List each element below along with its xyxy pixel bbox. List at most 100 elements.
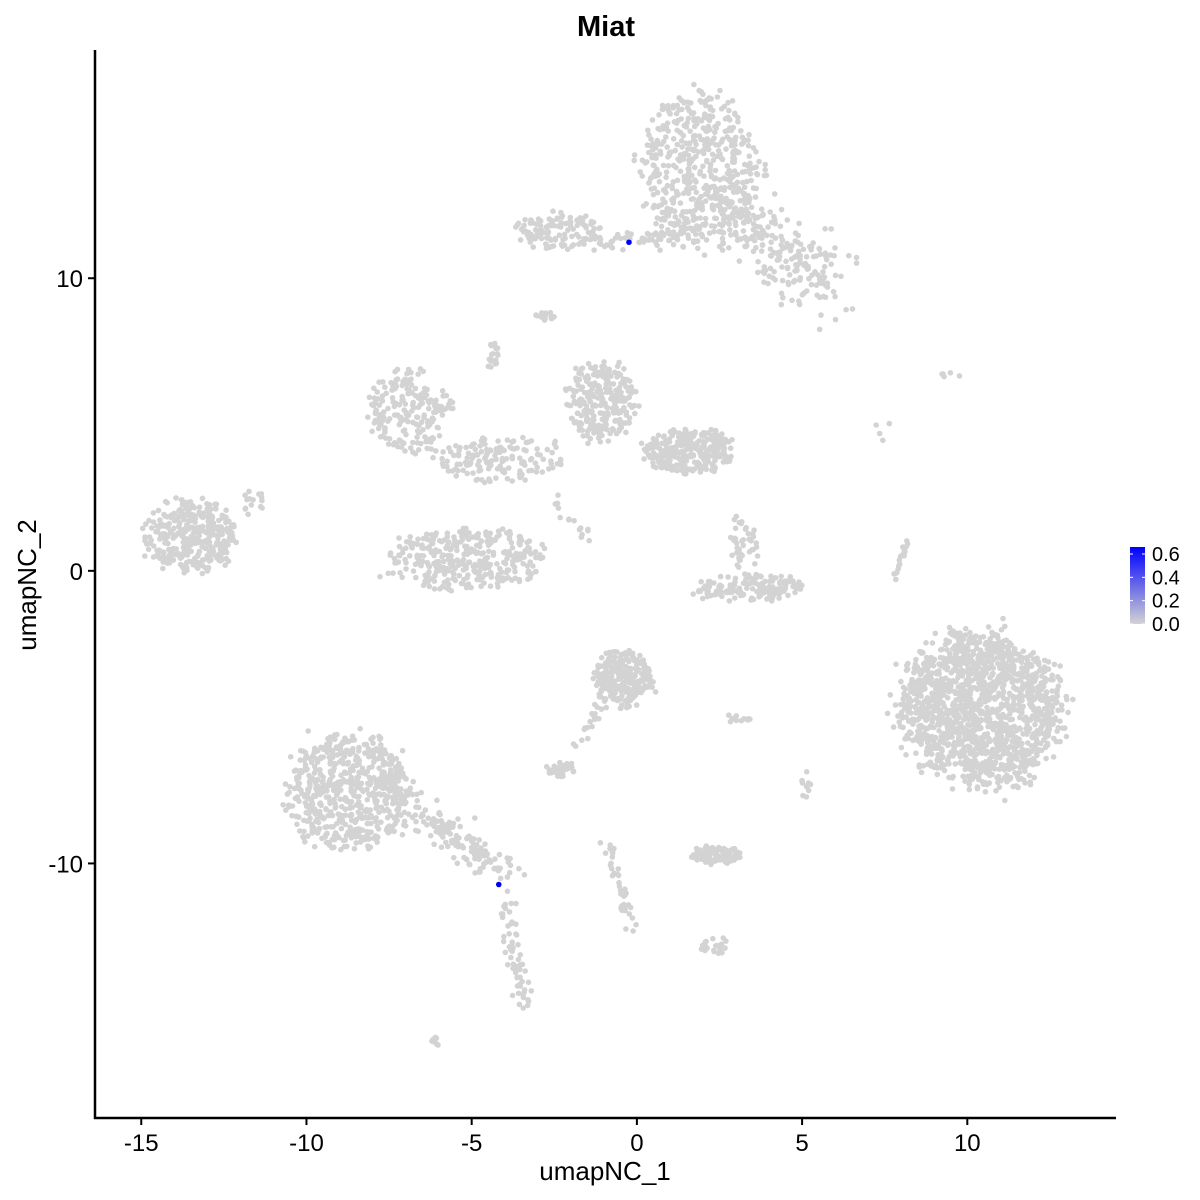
cell-point — [460, 467, 467, 474]
cell-point — [231, 523, 237, 530]
cell-point — [610, 694, 616, 701]
cell-point — [701, 252, 708, 258]
cell-point — [648, 136, 654, 142]
cell-point — [576, 234, 582, 240]
cell-point — [1009, 764, 1015, 770]
cell-point — [929, 640, 936, 646]
cell-point — [992, 760, 998, 767]
cell-point — [989, 750, 995, 756]
cell-point — [526, 468, 532, 474]
cell-point — [155, 507, 162, 514]
cell-point — [740, 228, 747, 234]
cell-point — [178, 497, 185, 503]
cell-point — [937, 661, 943, 668]
cell-point — [922, 686, 928, 692]
cell-point — [1031, 774, 1037, 781]
cell-point — [591, 413, 597, 419]
cell-point — [942, 711, 948, 717]
cell-point — [463, 584, 470, 591]
cell-point — [1030, 707, 1037, 713]
cell-point — [1027, 779, 1034, 785]
cell-point — [525, 439, 531, 446]
cell-point — [153, 528, 159, 535]
cell-point — [843, 306, 849, 313]
cell-point — [422, 434, 428, 440]
cell-point — [597, 410, 603, 416]
cell-point — [1042, 720, 1049, 726]
cell-point — [177, 506, 183, 513]
cell-point — [568, 415, 575, 422]
cell-point — [200, 539, 207, 545]
cell-point — [466, 559, 473, 565]
cell-point — [739, 141, 745, 147]
cell-point — [726, 598, 733, 604]
cell-point — [1049, 709, 1055, 716]
cell-point — [917, 677, 923, 684]
cell-point — [406, 378, 412, 384]
cell-point — [708, 435, 715, 441]
cell-point — [191, 527, 198, 534]
cell-point — [406, 553, 413, 559]
cell-point — [817, 251, 824, 258]
cell-point — [558, 209, 564, 216]
cell-point — [431, 399, 438, 405]
cell-point — [204, 501, 210, 507]
cell-point — [980, 634, 987, 640]
cell-point — [693, 238, 699, 244]
cell-point — [500, 468, 506, 475]
cell-point — [671, 195, 677, 201]
cell-point — [375, 834, 381, 840]
cell-point — [1019, 709, 1025, 716]
cell-point — [377, 736, 383, 743]
cell-point — [822, 253, 829, 259]
cell-point — [731, 183, 738, 189]
cell-point — [982, 653, 988, 660]
cell-point — [903, 752, 909, 758]
cell-point — [444, 565, 450, 572]
cell-point — [581, 389, 588, 396]
cell-point — [832, 245, 838, 251]
cell-point — [726, 136, 733, 143]
cell-point — [1003, 714, 1009, 720]
cell-point — [494, 561, 500, 567]
cell-point — [157, 555, 163, 561]
cell-point — [392, 381, 399, 387]
cell-point — [924, 657, 931, 664]
cell-point — [428, 446, 435, 452]
cell-point — [777, 223, 784, 230]
cell-point — [166, 546, 172, 553]
cell-point — [222, 562, 228, 568]
cell-point — [451, 537, 458, 544]
cell-point — [565, 227, 571, 233]
cell-point — [735, 114, 741, 121]
cell-point — [703, 237, 710, 243]
cell-point — [760, 268, 766, 275]
cell-point — [160, 549, 167, 555]
cell-point — [403, 566, 409, 572]
cell-point — [731, 168, 738, 174]
cell-point — [670, 136, 677, 142]
cell-point — [474, 452, 481, 458]
cell-point — [666, 150, 673, 156]
cell-point — [949, 775, 956, 781]
cell-point — [1059, 707, 1065, 713]
cell-point — [479, 477, 485, 483]
cell-point — [399, 382, 406, 389]
cell-point — [1000, 695, 1007, 702]
cell-point — [1016, 776, 1022, 783]
cell-point — [966, 786, 973, 793]
cell-point — [622, 398, 628, 404]
cell-point — [1033, 670, 1040, 677]
cell-point — [730, 173, 736, 180]
cell-point — [622, 650, 629, 656]
cell-point — [656, 112, 662, 118]
cell-point — [672, 147, 678, 154]
cell-point — [648, 186, 655, 192]
cell-point — [294, 821, 300, 828]
cell-point — [752, 194, 759, 200]
cell-point — [1062, 725, 1068, 731]
cell-point — [206, 534, 213, 540]
cell-point — [338, 787, 344, 793]
cell-point — [396, 535, 402, 541]
cell-point — [832, 272, 839, 279]
